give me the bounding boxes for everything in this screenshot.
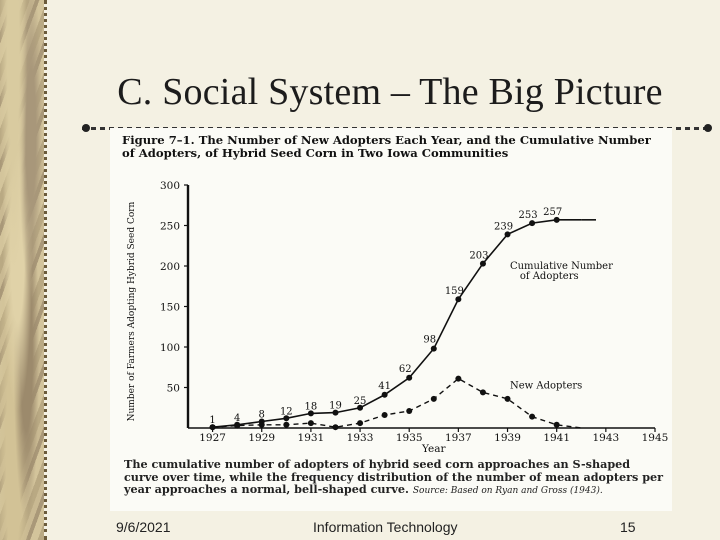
- new-adopters-series-label: New Adopters: [510, 380, 582, 391]
- y-tick-label: 50: [167, 383, 180, 395]
- footer-text: Information Technology: [313, 519, 458, 535]
- y-tick-label: 150: [160, 302, 180, 314]
- cumulative-data-label: 98: [423, 335, 436, 346]
- new-adopters-point: [553, 421, 560, 428]
- figure-note-text: The cumulative number of adopters of hyb…: [124, 457, 664, 496]
- figure-caption: Figure 7–1. The Number of New Adopters E…: [122, 133, 651, 160]
- marble-border: [0, 0, 44, 540]
- cumulative-line: [212, 219, 582, 428]
- new-adopters-point: [529, 413, 536, 420]
- cumulative-data-label: 239: [494, 221, 513, 232]
- x-tick-label: 1927: [199, 432, 226, 444]
- border-divider: [44, 0, 47, 540]
- cumulative-point: [455, 296, 462, 303]
- cumulative-point: [332, 409, 339, 416]
- cumulative-point: [479, 260, 486, 267]
- cumulative-data-label: 12: [280, 406, 293, 417]
- new-adopters-point: [283, 421, 290, 428]
- cumulative-series-label-line1: Cumulative Number: [510, 261, 613, 272]
- new-adopters-point: [504, 395, 511, 402]
- y-tick-label: 100: [160, 342, 180, 354]
- cumulative-data-label: 4: [234, 413, 240, 424]
- y-tick-label: 300: [160, 180, 180, 192]
- new-adopters-point: [357, 420, 364, 427]
- x-tick-label: 1929: [248, 432, 275, 444]
- cumulative-point: [283, 415, 290, 422]
- cumulative-data-label: 41: [378, 381, 391, 392]
- slide-title: C. Social System – The Big Picture: [117, 71, 663, 113]
- cumulative-point: [406, 374, 413, 381]
- cumulative-series-label-line2: of Adopters: [520, 271, 579, 282]
- cumulative-data-label: 1: [209, 415, 215, 426]
- y-axis-label: Number of Farmers Adopting Hybrid Seed C…: [127, 201, 137, 421]
- new-adopters-line: [212, 377, 582, 429]
- cumulative-point: [381, 391, 388, 398]
- rule-dot-right: [704, 124, 712, 132]
- x-tick-label: 1945: [642, 432, 669, 444]
- x-axis-label: Year: [421, 443, 446, 455]
- new-adopters-point: [332, 424, 339, 431]
- cumulative-data-label: 62: [399, 364, 412, 375]
- cumulative-point: [529, 220, 536, 227]
- figure: Figure 7–1. The Number of New Adopters E…: [110, 128, 672, 511]
- x-tick-label: 1943: [592, 432, 619, 444]
- y-tick-label: 250: [160, 221, 180, 233]
- new-adopters-point: [209, 424, 216, 431]
- cumulative-data-label: 18: [305, 401, 318, 412]
- new-adopters-point: [381, 412, 388, 419]
- footer-date: 9/6/2021: [116, 519, 171, 535]
- cumulative-point: [357, 404, 364, 411]
- cumulative-point: [504, 231, 511, 238]
- cumulative-data-label: 159: [445, 286, 464, 297]
- new-adopters-point: [479, 389, 486, 396]
- cumulative-data-label: 19: [329, 401, 342, 412]
- x-tick-label: 1935: [396, 432, 423, 444]
- x-tick-label: 1931: [298, 432, 325, 444]
- figure-note: The cumulative number of adopters of hyb…: [124, 458, 664, 498]
- new-adopters-point: [455, 375, 462, 382]
- new-adopters-point: [430, 395, 437, 402]
- new-adopters-point: [307, 420, 314, 427]
- figure-source: Source: Based on Ryan and Gross (1943).: [412, 486, 603, 496]
- x-tick-label: 1933: [347, 432, 374, 444]
- new-adopters-point: [258, 421, 265, 428]
- new-adopters-point: [406, 407, 413, 414]
- cumulative-data-label: 8: [259, 410, 265, 421]
- x-tick-label: 1939: [494, 432, 521, 444]
- y-tick-label: 200: [160, 261, 180, 273]
- cumulative-point: [430, 345, 437, 352]
- cumulative-data-label: 203: [469, 251, 488, 262]
- cumulative-data-label: 25: [354, 396, 367, 407]
- x-tick-label: 1941: [543, 432, 570, 444]
- cumulative-data-label: 253: [519, 210, 538, 221]
- x-tick-label: 1937: [445, 432, 472, 444]
- rule-dot-left: [82, 124, 90, 132]
- cumulative-point: [307, 410, 314, 417]
- cumulative-data-label: 257: [543, 207, 562, 218]
- diffusion-chart: 50 100 150 200 250 300 1927 1929 1931 1933 1935 193…: [127, 180, 669, 455]
- cumulative-point: [553, 216, 560, 223]
- page-number: 15: [620, 519, 636, 535]
- new-adopters-point: [234, 422, 241, 429]
